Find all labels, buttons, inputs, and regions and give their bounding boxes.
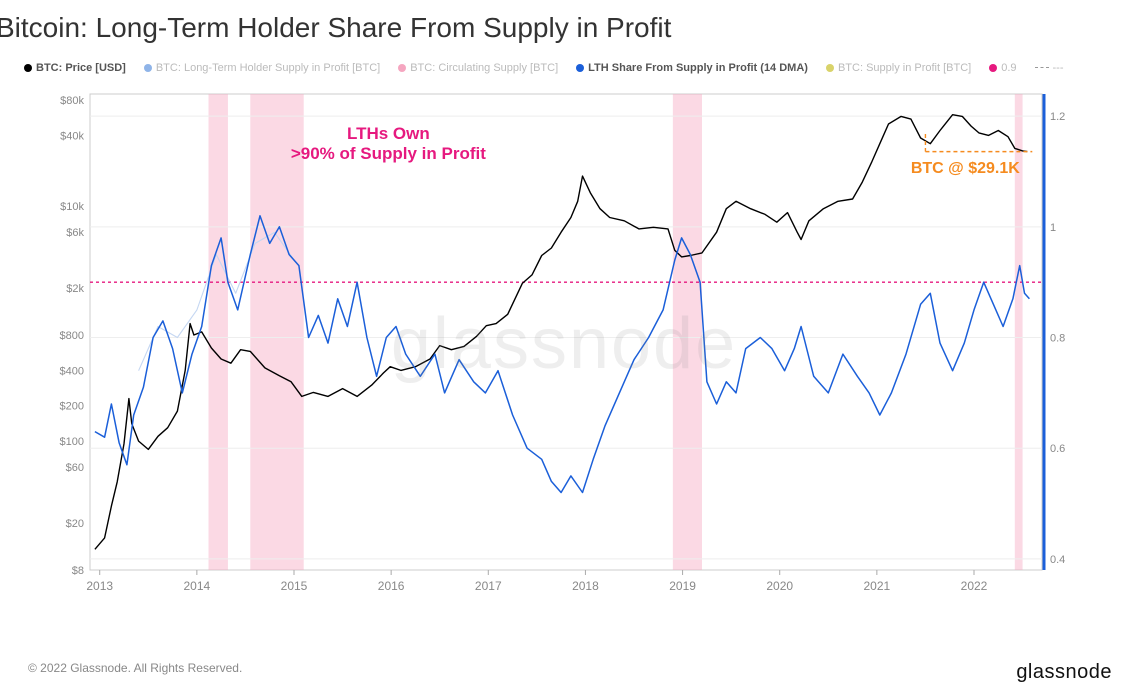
svg-text:$8: $8 bbox=[72, 565, 84, 577]
legend-share: LTH Share From Supply in Profit (14 DMA) bbox=[576, 62, 808, 74]
svg-text:1: 1 bbox=[1050, 222, 1056, 234]
svg-text:1.2: 1.2 bbox=[1050, 111, 1065, 123]
swatch bbox=[826, 64, 834, 72]
swatch bbox=[576, 64, 584, 72]
svg-text:$2k: $2k bbox=[66, 283, 84, 295]
svg-text:0.6: 0.6 bbox=[1050, 443, 1065, 455]
svg-text:2019: 2019 bbox=[669, 579, 696, 593]
svg-text:2021: 2021 bbox=[864, 579, 891, 593]
svg-text:2020: 2020 bbox=[766, 579, 793, 593]
svg-text:2014: 2014 bbox=[184, 579, 211, 593]
swatch bbox=[24, 64, 32, 72]
legend-sip: BTC: Supply in Profit [BTC] bbox=[826, 62, 971, 74]
chart-title: Bitcoin: Long-Term Holder Share From Sup… bbox=[0, 0, 1140, 44]
swatch bbox=[144, 64, 152, 72]
svg-text:0.8: 0.8 bbox=[1050, 333, 1065, 345]
copyright: © 2022 Glassnode. All Rights Reserved. bbox=[28, 661, 242, 684]
svg-text:$6k: $6k bbox=[66, 227, 84, 239]
annotation-lths-own: LTHs Own >90% of Supply in Profit bbox=[291, 124, 486, 164]
svg-text:$40k: $40k bbox=[60, 130, 84, 142]
svg-text:$20: $20 bbox=[66, 518, 84, 530]
chart-legend: BTC: Price [USD] BTC: Long-Term Holder S… bbox=[0, 44, 1140, 80]
legend-threshold: 0.9 bbox=[989, 62, 1016, 74]
legend-circ: BTC: Circulating Supply [BTC] bbox=[398, 62, 558, 74]
svg-text:0.4: 0.4 bbox=[1050, 554, 1065, 566]
swatch bbox=[989, 64, 997, 72]
svg-text:2015: 2015 bbox=[281, 579, 308, 593]
svg-text:$10k: $10k bbox=[60, 201, 84, 213]
svg-text:$100: $100 bbox=[60, 436, 84, 448]
svg-text:$80k: $80k bbox=[60, 95, 84, 107]
legend-price: BTC: Price [USD] bbox=[24, 62, 126, 74]
svg-text:2018: 2018 bbox=[572, 579, 599, 593]
swatch bbox=[398, 64, 406, 72]
svg-text:$60: $60 bbox=[66, 462, 84, 474]
svg-text:2017: 2017 bbox=[475, 579, 502, 593]
legend-lth-sip: BTC: Long-Term Holder Supply in Profit [… bbox=[144, 62, 380, 74]
annotation-btc-price: BTC @ $29.1K bbox=[911, 160, 1020, 178]
svg-text:2022: 2022 bbox=[961, 579, 988, 593]
svg-text:$800: $800 bbox=[60, 330, 84, 342]
legend-dash: --- bbox=[1035, 62, 1064, 74]
svg-text:$400: $400 bbox=[60, 365, 84, 377]
swatch bbox=[1035, 67, 1049, 69]
svg-text:2013: 2013 bbox=[86, 579, 113, 593]
svg-text:2016: 2016 bbox=[378, 579, 405, 593]
svg-text:$200: $200 bbox=[60, 401, 84, 413]
chart-area: glassnode $8$20$60$100$200$400$800$2k$6k… bbox=[48, 84, 1080, 604]
glassnode-logo: glassnode bbox=[1016, 661, 1112, 684]
